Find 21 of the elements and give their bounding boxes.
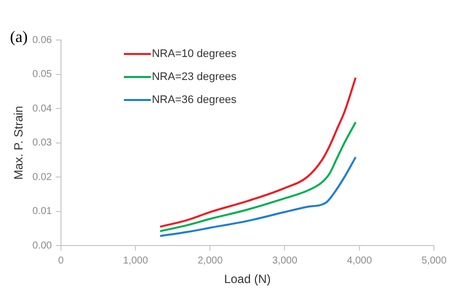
line-series [159,121,357,232]
y-tick-label: 0.02 [32,172,52,183]
x-tick-label: 3,000 [272,255,298,266]
y-tick-label: 0.01 [32,206,52,218]
legend-label: NRA=23 degrees [152,71,238,84]
y-tick-label: 0.05 [32,69,52,80]
x-tick-label: 0 [58,255,64,266]
y-tick-label: 0.04 [32,103,52,114]
legend-label: NRA=10 degrees [152,48,238,60]
x-tick-label: 1,000 [122,255,148,266]
legend-label: NRA=36 degrees [152,94,238,106]
y-tick-label: 0.00 [32,240,52,252]
x-tick-label: 2,000 [198,255,224,266]
y-axis-title: Max. P. Strain [12,106,26,180]
line-series [159,156,357,238]
y-tick-label: 0.03 [32,138,52,149]
text: (a) [10,29,28,46]
y-tick-label: 0.06 [32,34,52,46]
x-tick-label: 5,000 [421,255,447,266]
x-tick-label: 4,000 [346,255,372,266]
x-axis-title: Load (N) [224,272,271,286]
